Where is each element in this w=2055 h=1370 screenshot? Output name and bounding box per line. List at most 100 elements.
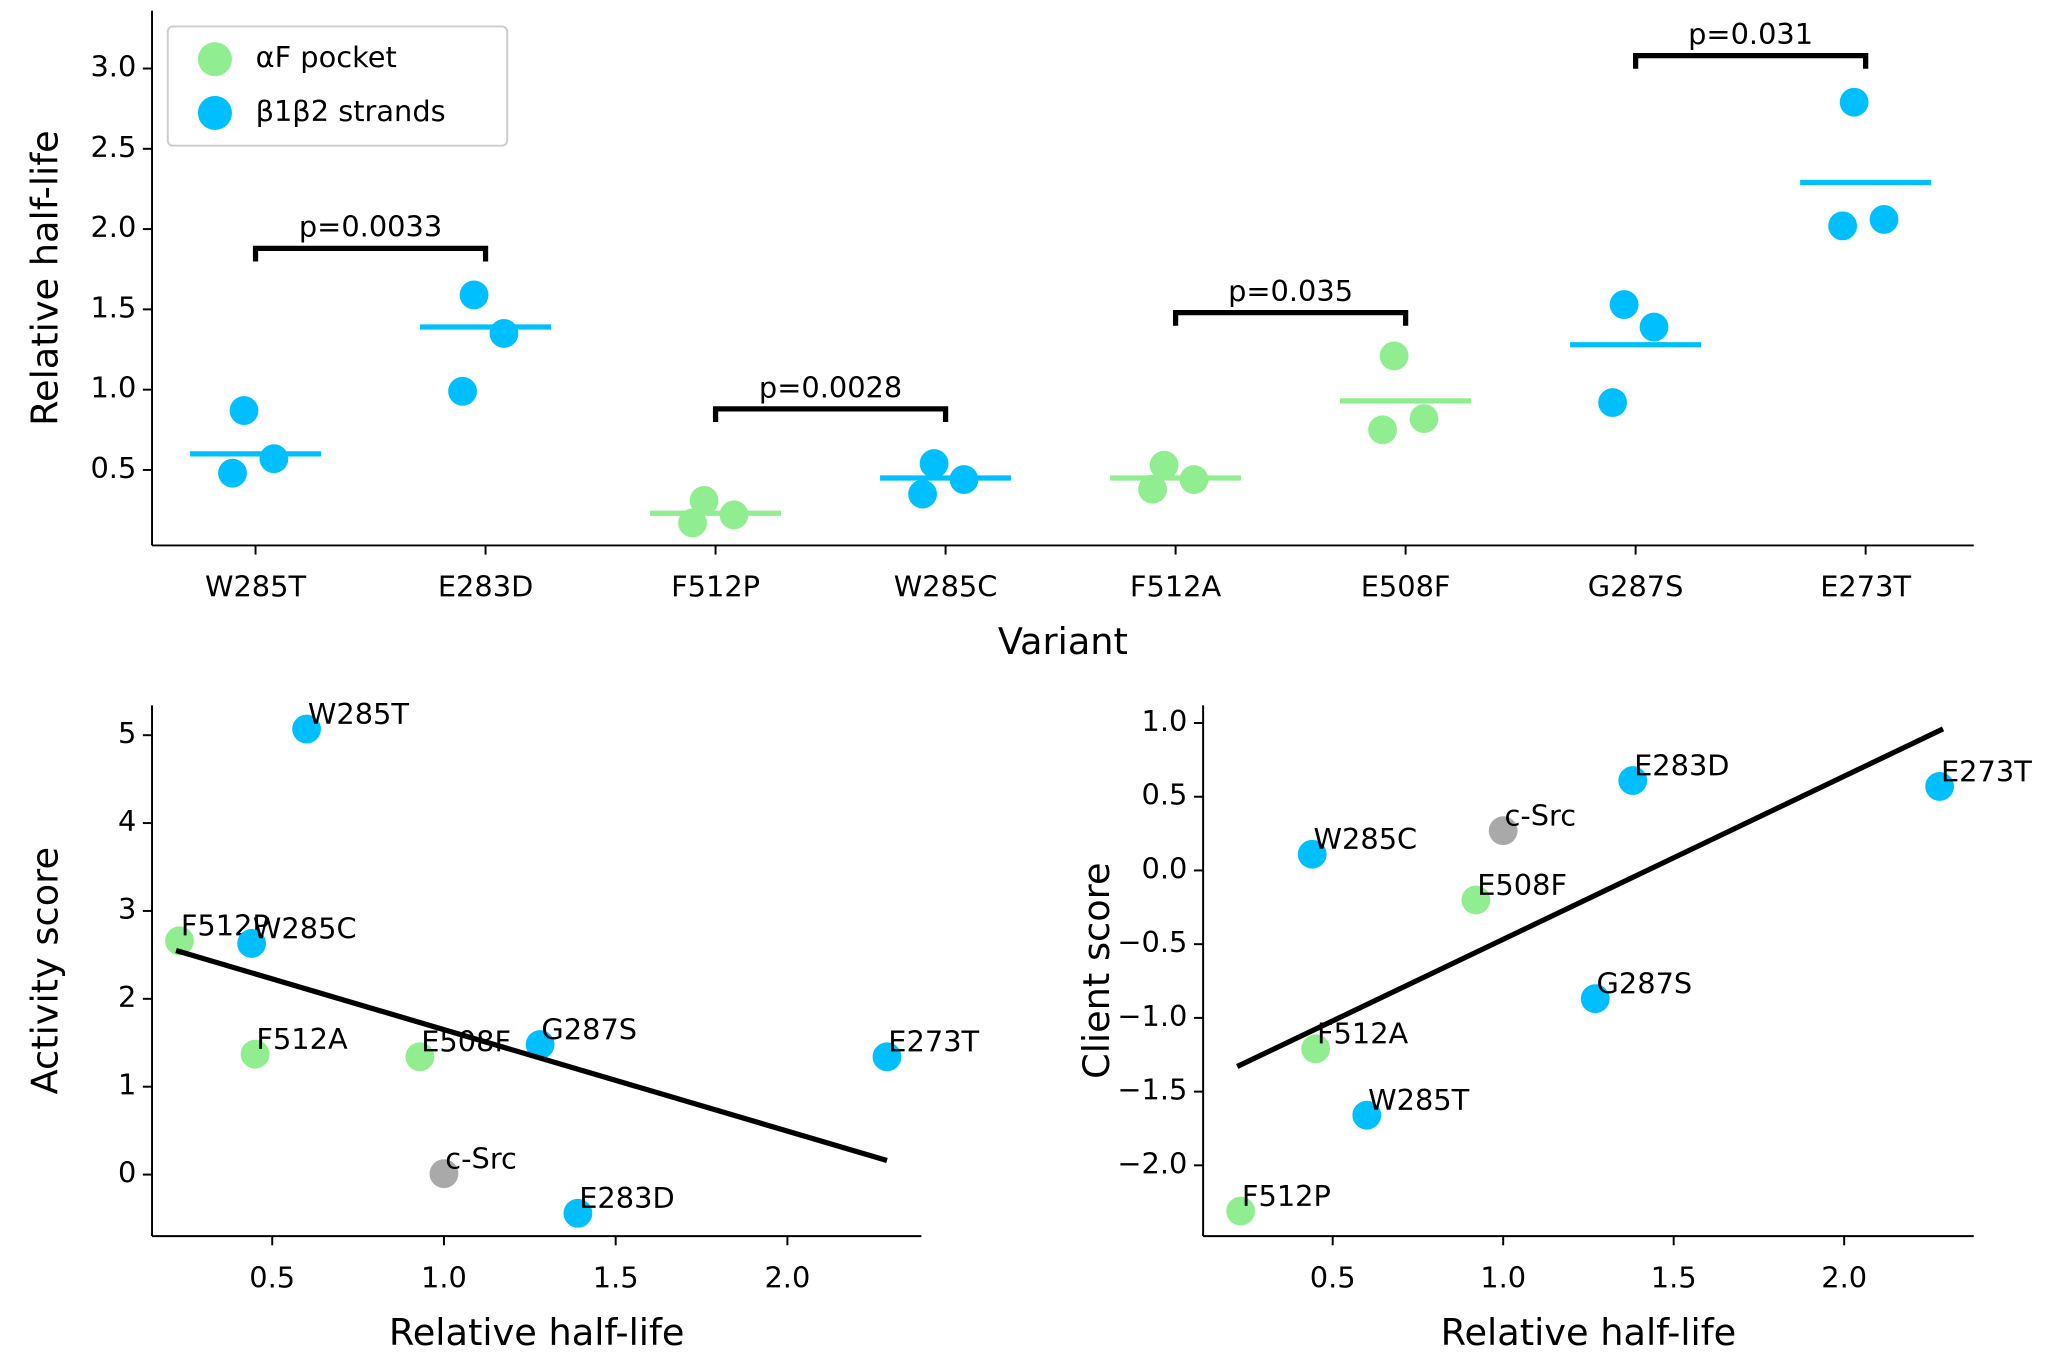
x-axis-label: Variant: [998, 620, 1128, 663]
point-label: E273T: [1941, 754, 2032, 788]
legend-marker: [197, 95, 232, 130]
y-tick-label: 0.5: [90, 451, 136, 485]
point: [1609, 290, 1639, 319]
y-tick-label: 2.5: [90, 130, 136, 164]
point-label: E273T: [888, 1025, 979, 1059]
point: [165, 926, 194, 956]
point: [489, 319, 519, 348]
y-axis-label: Relative half-life: [24, 130, 67, 426]
point: [1461, 885, 1491, 915]
point: [240, 1039, 270, 1069]
point: [919, 449, 949, 478]
point-label: E508F: [421, 1025, 511, 1059]
significance-bracket: [1633, 53, 1869, 69]
point-label: G287S: [541, 1012, 637, 1046]
point-label: c-Src: [445, 1142, 517, 1176]
legend-marker: [197, 42, 232, 77]
point: [1301, 1034, 1331, 1064]
legend-box: [166, 25, 509, 147]
y-tick-label: 0: [118, 1156, 136, 1190]
x-tick-label: W285T: [205, 570, 307, 604]
p-value-label: p=0.0028: [759, 370, 902, 404]
point: [218, 458, 247, 488]
point: [1639, 312, 1669, 342]
point: [1297, 839, 1327, 869]
point: [1618, 766, 1648, 795]
x-tick-label: 0.5: [249, 1260, 295, 1294]
point-label: E283D: [1634, 748, 1729, 782]
significance-bracket: [712, 406, 949, 423]
point: [292, 714, 321, 744]
point: [459, 280, 489, 310]
point-label: W285T: [1368, 1083, 1470, 1117]
point: [1828, 211, 1858, 241]
x-tick-label: 1.0: [421, 1260, 467, 1294]
point-label: E283D: [579, 1181, 674, 1215]
x-tick-label: G287S: [1588, 570, 1684, 604]
x-tick-label: 1.5: [1651, 1260, 1697, 1294]
y-tick-label: 3: [118, 892, 136, 926]
legend-text: αF pocket: [256, 40, 397, 74]
point: [689, 486, 719, 515]
point: [1580, 984, 1610, 1014]
point: [259, 444, 289, 474]
legend-text: β1β2 strands: [256, 94, 446, 128]
x-tick-label: F512A: [1130, 570, 1222, 604]
y-tick-label: −2.0: [1117, 1146, 1187, 1180]
x-tick-label: 1.5: [593, 1260, 639, 1294]
y-tick-label: −1.5: [1117, 1073, 1187, 1107]
point: [1138, 474, 1168, 504]
point: [1869, 205, 1899, 234]
x-axis-label: Relative half-life: [1441, 1311, 1737, 1354]
x-tick-label: 1.0: [1480, 1260, 1526, 1294]
point-label: W285C: [253, 911, 357, 945]
y-tick-label: −1.0: [1117, 999, 1187, 1033]
x-tick-label: E273T: [1820, 570, 1911, 604]
point-label: W285T: [308, 697, 410, 731]
point: [872, 1042, 902, 1072]
point: [1226, 1196, 1256, 1226]
x-tick-label: W285C: [894, 570, 998, 604]
y-tick-label: 1.0: [90, 371, 136, 405]
y-tick-label: 0.5: [1142, 778, 1188, 812]
y-tick-label: 1.0: [1142, 704, 1188, 738]
point: [1379, 341, 1409, 371]
x-axis-label: Relative half-life: [389, 1311, 685, 1354]
point: [1149, 450, 1179, 480]
point-label: F512P: [1242, 1179, 1331, 1213]
point: [1352, 1100, 1382, 1130]
point: [1368, 415, 1398, 445]
y-tick-label: 2: [118, 980, 136, 1014]
point: [908, 479, 937, 509]
x-tick-label: E508F: [1361, 570, 1451, 604]
y-tick-label: 2.0: [90, 210, 136, 244]
point-label: c-Src: [1504, 799, 1576, 833]
significance-bracket: [1172, 309, 1409, 326]
x-tick-label: 2.0: [764, 1260, 810, 1294]
point: [563, 1198, 593, 1228]
point: [229, 396, 259, 425]
point: [1839, 87, 1869, 117]
point: [237, 929, 267, 958]
x-tick-label: F512P: [671, 570, 760, 604]
point: [448, 376, 477, 406]
y-axis-label: Activity score: [24, 847, 67, 1094]
y-tick-label: 0.0: [1142, 851, 1188, 885]
point: [525, 1030, 555, 1059]
significance-bracket: [252, 245, 489, 262]
y-tick-label: 3.0: [90, 50, 136, 84]
y-axis-label: Client score: [1075, 862, 1118, 1078]
x-tick-label: 0.5: [1310, 1260, 1356, 1294]
point: [1488, 816, 1518, 846]
y-tick-label: 5: [118, 716, 136, 750]
y-tick-label: 1: [118, 1068, 136, 1102]
y-tick-label: −0.5: [1117, 925, 1187, 959]
point: [429, 1159, 459, 1189]
y-tick-label: 1.5: [90, 290, 136, 324]
point: [1925, 771, 1955, 801]
y-tick-label: 4: [118, 804, 136, 838]
point-label: F512A: [256, 1022, 348, 1056]
point: [1409, 404, 1439, 433]
